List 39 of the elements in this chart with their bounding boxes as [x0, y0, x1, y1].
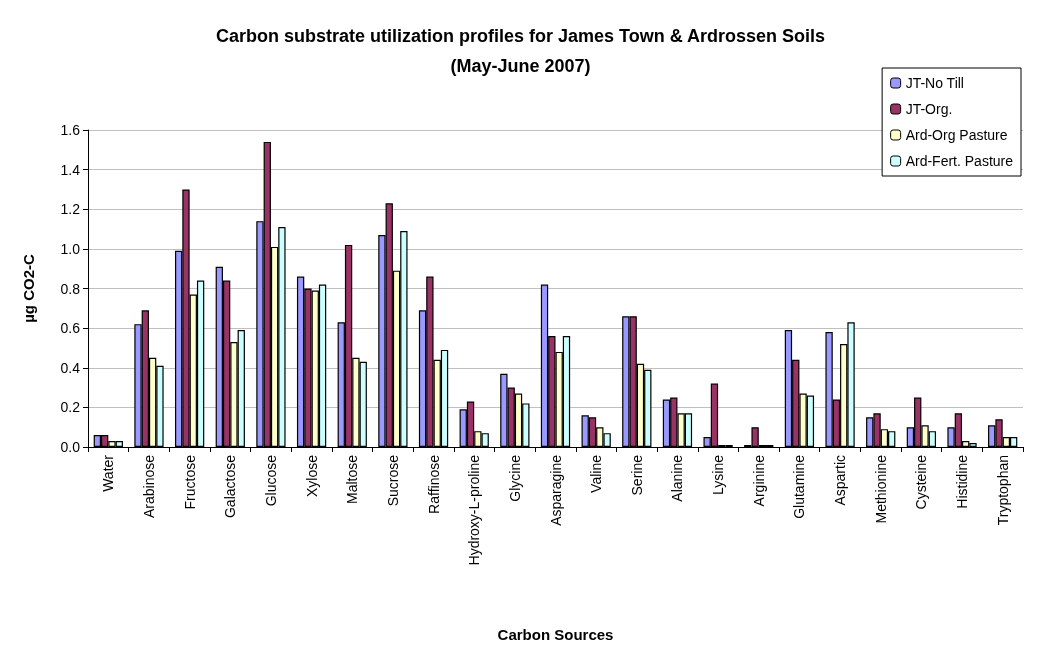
y-tick-label: 0.6 [60, 320, 81, 337]
y-tick-label: 1.0 [60, 240, 81, 257]
x-tick-label: Glycine [506, 454, 523, 502]
y-axis-title: µg CO2-C [20, 254, 37, 323]
x-tick-label: Glutamine [791, 454, 808, 519]
legend-label: Ard-Fert. Pasture [905, 153, 1014, 169]
x-tick-label: Galactose [222, 454, 239, 519]
x-axis-title: Carbon Sources [497, 626, 614, 643]
x-tick-label: Water [100, 454, 117, 492]
x-tick-label: Maltose [344, 454, 361, 505]
y-tick-label: 0.2 [60, 399, 81, 416]
x-tick-label: Asparagine [547, 454, 564, 526]
x-tick-label: Methionine [872, 454, 889, 524]
x-tick-label: Arabinose [140, 454, 157, 519]
y-tick-label: 0.4 [60, 359, 81, 376]
chart-title: Carbon substrate utilization profiles for James Town & Ardrossen Soils (May-June 2007) [215, 26, 826, 76]
x-tick-label: Aspartic [832, 455, 849, 506]
x-tick-label: Cysteine [913, 454, 930, 510]
x-tick-label: Histidine [954, 454, 971, 509]
y-tick-label: 0.0 [60, 439, 81, 455]
x-tick-label: Arginine [750, 454, 767, 507]
x-tick-label: Tryptophan [994, 455, 1011, 526]
x-tick-label: Lysine [710, 454, 727, 495]
x-tick-label: Valine [588, 454, 605, 493]
x-tick-label: Fructose [181, 454, 198, 510]
legend-label: JT-No Till [905, 75, 964, 91]
x-tick-label: Alanine [669, 454, 686, 502]
y-tick-label: 1.4 [60, 161, 81, 178]
y-tick-label: 1.6 [60, 122, 81, 138]
legend-label: Ard-Org Pasture [905, 127, 1008, 143]
legend-label: JT-Org. [905, 101, 953, 117]
x-tick-label: Serine [628, 454, 645, 496]
y-tick-label: 0.8 [60, 280, 81, 297]
x-tick-label: Raffinose [425, 454, 442, 514]
x-tick-label: Xylose [303, 454, 320, 498]
x-tick-label: Glucose [262, 454, 279, 507]
x-tick-label: Hydroxy-L-proline [466, 454, 483, 566]
y-tick-label: 1.2 [60, 201, 81, 218]
x-tick-label: Sucrose [384, 454, 401, 507]
